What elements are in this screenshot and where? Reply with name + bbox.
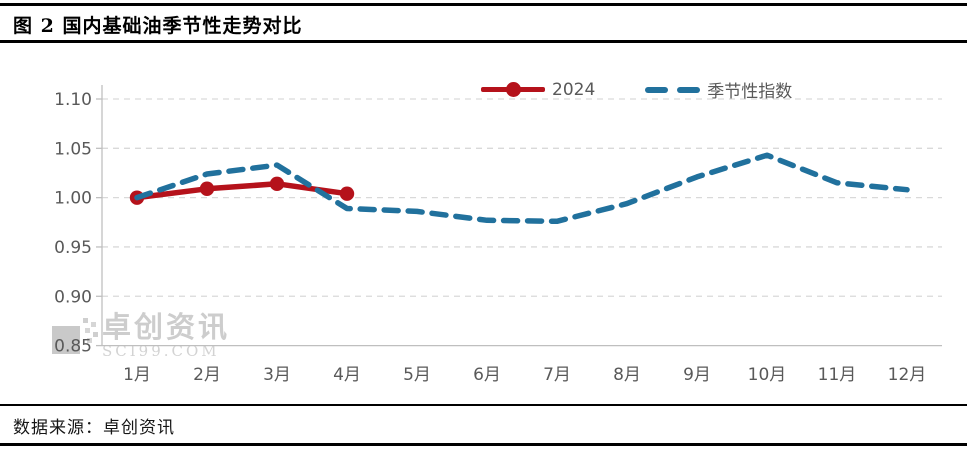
chart-legend: 2024 季节性指数 (481, 77, 792, 102)
watermark-site: SCI99.COM (102, 342, 220, 361)
top-rule (0, 3, 967, 6)
series-line-季节性指数 (134, 152, 910, 225)
series-marker-2024 (339, 186, 355, 201)
series-line-2024 (134, 181, 350, 201)
x-tick-label: 5月 (403, 365, 431, 385)
y-tick-label: 1.05 (54, 139, 92, 159)
legend-solid-line-marker-icon (481, 82, 545, 97)
legend-dashed-line-icon (645, 86, 701, 93)
x-tick-label: 9月 (683, 365, 711, 385)
series-marker-2024 (199, 181, 215, 196)
bottom-rule (0, 443, 967, 446)
x-tick-label: 2月 (193, 365, 221, 385)
x-tick-label: 12月 (888, 365, 927, 385)
watermark-name: 卓创资讯 (102, 310, 231, 344)
series-marker-2024 (269, 176, 285, 192)
x-tick-label: 8月 (613, 365, 641, 385)
x-tick-label: 6月 (473, 365, 501, 385)
source-divider-rule (0, 404, 967, 406)
legend-label-2024: 2024 (552, 79, 596, 100)
legend-label-seasonal-index: 季节性指数 (707, 82, 793, 102)
x-tick-label: 10月 (748, 365, 787, 385)
y-tick-label: 0.95 (54, 238, 92, 258)
legend-item-2024: 2024 (481, 80, 595, 100)
title-underline-rule (0, 40, 967, 43)
y-tick-label: 0.85 (54, 337, 92, 357)
y-tick-label: 1.00 (54, 189, 92, 209)
y-tick-label: 1.10 (54, 90, 92, 110)
figure-title: 图 2 国内基础油季节性走势对比 (13, 15, 303, 37)
x-tick-label: 11月 (818, 365, 857, 385)
x-tick-label: 3月 (263, 365, 291, 385)
watermark: 卓创资讯 SCI99.COM (52, 312, 230, 360)
data-source-text: 数据来源：卓创资讯 (13, 418, 175, 438)
y-tick-label: 0.90 (54, 287, 92, 307)
legend-item-seasonal-index: 季节性指数 (645, 77, 792, 102)
x-tick-label: 7月 (543, 365, 571, 385)
watermark-logo-icon (52, 318, 88, 354)
x-tick-label: 4月 (333, 365, 361, 385)
x-tick-label: 1月 (123, 365, 151, 385)
